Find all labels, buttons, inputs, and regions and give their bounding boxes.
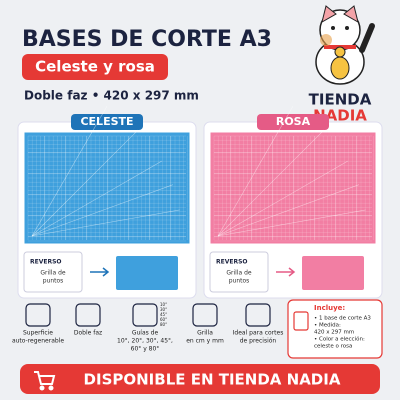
angle-guide	[217, 160, 349, 237]
angle-guide	[31, 184, 174, 237]
feature-icon	[25, 303, 51, 327]
includes-item: celeste o rosa	[314, 344, 352, 350]
title: BASES DE CORTE A3	[22, 27, 272, 52]
reverse-text: Grilla de	[40, 270, 66, 277]
subtitle: Doble faz • 420 x 297 mm	[24, 89, 199, 103]
logo-line1: TIENDA	[309, 91, 372, 109]
angle-label: 80°	[160, 322, 167, 327]
feature-text: Guías de	[132, 330, 159, 337]
includes-item: • Medida:	[314, 323, 341, 329]
feature-text: auto-regenerable	[12, 338, 64, 345]
angle-guide	[217, 129, 325, 237]
badge-text: Celeste y rosa	[35, 58, 155, 76]
feature-text: Grilla	[197, 330, 213, 337]
includes-item: 420 x 297 mm	[314, 330, 354, 336]
feature-icon	[75, 303, 101, 327]
angle-label: 10°	[160, 302, 167, 307]
angle-guide	[31, 129, 139, 237]
mat	[209, 131, 377, 245]
includes-item: • 1 base de corte A3	[314, 316, 371, 322]
panel-tab	[71, 114, 143, 130]
reverse-title: REVERSO	[216, 259, 248, 266]
reverse-title: REVERSO	[30, 259, 62, 266]
arrow	[276, 267, 296, 277]
panel-tab	[257, 114, 329, 130]
feature-text: 10°, 20°, 30°, 45°,	[117, 338, 173, 345]
angle-guide	[31, 105, 108, 237]
angle-label: 45°	[160, 312, 167, 317]
includes-item: • Color a elección:	[314, 336, 365, 343]
cat-logo	[315, 5, 375, 85]
feature-text: en cm y mm	[186, 338, 224, 345]
includes-title: Incluye:	[314, 304, 345, 312]
button-text[interactable]: DISPONIBLE EN TIENDA NADIA	[84, 371, 341, 389]
button[interactable]	[20, 364, 380, 394]
reverse-text: puntos	[229, 278, 250, 285]
angle-guide	[217, 184, 360, 237]
angle-guide	[217, 209, 366, 237]
reverse-box	[209, 251, 269, 293]
reverse-mat	[116, 256, 178, 290]
reverse-box	[23, 251, 83, 293]
feature-text: 60° y 80°	[131, 346, 160, 353]
angle-guide	[31, 160, 163, 237]
feature-text: Doble faz	[74, 330, 102, 337]
feature-icon	[192, 303, 218, 327]
badge	[22, 54, 168, 80]
includes-icon	[293, 311, 309, 331]
feature-icon	[132, 303, 158, 327]
angle-label: 30°	[160, 307, 167, 312]
angle-guide	[31, 209, 180, 237]
reverse-text: Grilla de	[226, 270, 252, 277]
angle-guide	[217, 105, 294, 237]
arrow	[90, 267, 110, 277]
cart-icon	[34, 371, 56, 391]
reverse-text: puntos	[43, 278, 64, 285]
reverse-mat	[302, 256, 364, 290]
feature-text: de precisión	[240, 338, 277, 345]
mat	[23, 131, 191, 245]
panel-label: ROSA	[276, 115, 311, 128]
angle-label: 60°	[160, 317, 167, 322]
panel-label: CELESTE	[80, 115, 133, 128]
feature-text: Superficie	[23, 330, 53, 337]
feature-text: Ideal para cortes	[233, 330, 284, 337]
feature-icon	[245, 303, 271, 327]
includes-box	[287, 299, 383, 359]
